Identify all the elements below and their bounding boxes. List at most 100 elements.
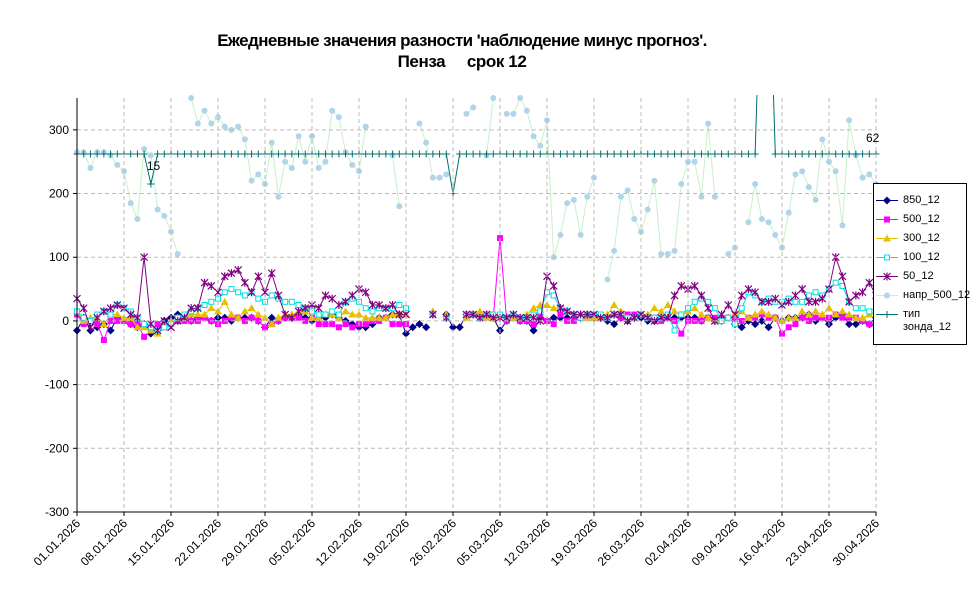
marker [758,311,765,318]
marker [127,200,134,207]
annotation: 62 [866,131,880,145]
marker [725,251,732,258]
marker [395,150,403,158]
marker [228,286,235,293]
marker [831,310,840,318]
marker [274,291,283,300]
plot-area [73,95,880,344]
marker [248,150,256,158]
marker [570,150,578,158]
marker [328,294,337,303]
marker [369,308,376,315]
marker [852,150,860,158]
marker [752,314,759,321]
marker [838,150,846,158]
marker [127,150,135,158]
legend-label: 300_12 [903,232,940,244]
marker [288,150,296,158]
marker [771,294,780,303]
marker [617,150,625,158]
marker [362,150,370,158]
marker [584,193,591,200]
marker [106,326,115,335]
marker [704,150,712,158]
marker [227,310,236,318]
marker [281,150,289,158]
marker [677,150,685,158]
marker [866,321,873,328]
marker [80,321,87,328]
marker [321,291,330,300]
marker [583,310,592,319]
marker [812,314,819,321]
marker [389,321,396,328]
marker [711,193,718,200]
marker [247,288,256,297]
marker [428,310,437,319]
marker [818,310,827,318]
marker [537,142,544,149]
marker [610,320,619,329]
legend-swatch [876,311,898,318]
marker [220,297,229,305]
marker [107,311,114,318]
marker [475,313,484,322]
marker [724,301,733,309]
marker [705,298,712,305]
marker [603,150,611,158]
marker [883,272,891,281]
marker [852,305,859,312]
marker [779,330,785,337]
marker [322,311,329,318]
marker [804,297,813,306]
marker [866,308,873,315]
marker [201,302,208,308]
marker [470,104,477,111]
legend-item: напр_500_12 [874,289,970,302]
marker [643,313,652,322]
marker [87,165,94,172]
marker [758,216,765,223]
marker [785,324,792,331]
marker [549,313,558,322]
marker [690,281,699,290]
marker [845,310,854,318]
legend-item: 300_12 [874,232,966,245]
marker [859,150,867,158]
marker [751,320,760,329]
marker [884,292,890,299]
marker [240,278,249,287]
marker [362,321,369,328]
x-tick-label: 30.04.2026 [830,516,883,569]
marker [456,150,464,158]
marker [583,150,591,158]
marker [375,150,383,158]
marker [268,139,275,146]
marker [818,294,827,303]
marker [883,196,891,205]
legend-swatch [876,234,898,242]
marker [322,158,329,165]
marker [442,313,451,322]
marker [764,323,773,332]
marker [530,150,538,158]
marker [288,165,295,172]
marker [858,313,867,321]
marker [161,212,168,219]
marker [194,120,201,127]
legend-label: тип зонда_12 [903,308,952,333]
marker [381,313,390,321]
marker [193,310,202,318]
marker [523,107,530,114]
marker [114,161,121,168]
marker [663,313,672,322]
marker [738,305,745,312]
marker [570,317,577,324]
marker [402,329,410,338]
marker [193,304,202,313]
marker [799,298,806,305]
marker [375,301,384,309]
marker [798,150,806,158]
chart-title: Ежедневные значения разности 'наблюдение… [217,31,707,50]
marker [80,314,87,321]
